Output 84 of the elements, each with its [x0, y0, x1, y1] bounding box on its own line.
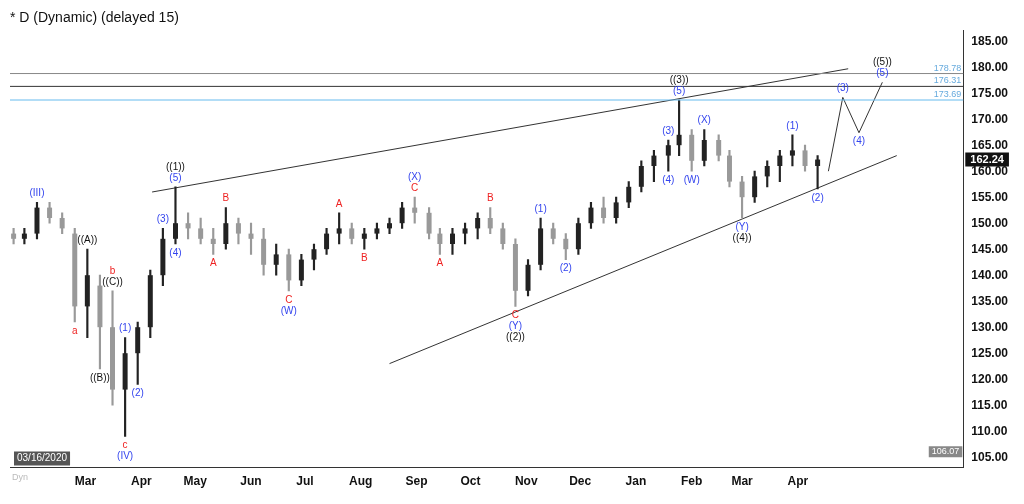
x-tick-label: Aug: [349, 474, 373, 489]
annotation: (III): [29, 187, 45, 199]
candlestick: [387, 217, 393, 234]
annotation: 106.07: [931, 446, 960, 457]
x-tick-label: Oct: [460, 474, 481, 489]
annotation: (W): [683, 173, 700, 185]
annotation: ((5)): [872, 56, 892, 68]
y-tick-label: 110.00: [971, 423, 1008, 438]
annotation: (5): [169, 171, 182, 183]
annotation: 03/16/2020: [17, 452, 68, 464]
annotation: (4): [662, 173, 675, 185]
annotation: 162.24: [970, 152, 1005, 165]
y-tick-label: 105.00: [971, 449, 1009, 464]
annotation: (4): [169, 246, 182, 258]
annotation: A: [436, 257, 444, 269]
annotation: ((C)): [102, 275, 123, 287]
ref-line-label: 173.69: [933, 89, 962, 99]
y-tick-label: 150.00: [971, 215, 1009, 230]
y-tick-label: 135.00: [971, 293, 1009, 308]
annotation: ((1)): [166, 160, 185, 172]
x-tick-label: Mar: [731, 474, 754, 489]
y-tick-label: 165.00: [971, 137, 1009, 152]
annotation: C: [285, 293, 293, 305]
annotation: (Y): [735, 220, 749, 232]
annotation: (2): [559, 262, 572, 274]
annotation: (X): [408, 170, 422, 182]
annotation: ((B)): [89, 371, 110, 383]
annotation: (5): [876, 67, 889, 79]
annotation: (4): [852, 135, 866, 147]
y-tick-label: 125.00: [971, 345, 1009, 360]
annotation: (2): [811, 191, 824, 203]
y-tick-label: 185.00: [971, 33, 1009, 48]
annotation: C: [511, 309, 520, 321]
annotation: A: [335, 197, 343, 209]
annotation: A: [209, 257, 217, 269]
annotation: (1): [119, 322, 132, 334]
ref-line-label: 176.31: [933, 75, 962, 86]
annotation: ((2)): [505, 331, 525, 343]
annotation: (2): [131, 387, 144, 399]
x-tick-label: Mar: [74, 474, 97, 489]
y-tick-label: 180.00: [971, 59, 1009, 74]
annotation: (3): [156, 213, 169, 225]
x-tick-label: Nov: [514, 474, 538, 489]
x-tick-label: Jul: [296, 474, 314, 489]
annotation: B: [222, 192, 230, 204]
x-tick-label: Jan: [625, 474, 647, 489]
y-tick-label: 145.00: [971, 241, 1009, 256]
y-tick-label: 120.00: [971, 371, 1009, 386]
text: Dyn: [12, 472, 29, 483]
annotation: (1): [534, 202, 547, 214]
x-tick-label: Dec: [569, 474, 592, 489]
y-tick-label: 175.00: [971, 85, 1009, 100]
annotation: C: [411, 181, 419, 193]
chart-title: * D (Dynamic) (delayed 15): [10, 9, 179, 26]
annotation: c: [122, 439, 128, 451]
y-tick-label: 160.00: [971, 163, 1009, 178]
annotation: b: [109, 264, 116, 276]
y-tick-label: 170.00: [971, 111, 1009, 126]
y-tick-label: 130.00: [971, 319, 1009, 334]
annotation: B: [361, 251, 368, 263]
annotation: (W): [280, 304, 297, 316]
y-tick-label: 155.00: [971, 189, 1009, 204]
annotation: (Y): [508, 320, 523, 332]
ref-line-label: 178.78: [933, 62, 962, 73]
candlestick: [789, 134, 795, 167]
annotation: (IV): [117, 450, 134, 462]
annotation: ((3)): [669, 73, 689, 85]
annotation: a: [71, 324, 78, 336]
y-tick-label: 140.00: [971, 267, 1009, 282]
annotation: B: [486, 192, 494, 204]
annotation: (X): [697, 114, 711, 126]
annotation: ((A)): [77, 233, 98, 245]
x-tick-label: Jun: [240, 474, 262, 489]
x-tick-label: Apr: [787, 474, 809, 489]
annotation: ((4)): [732, 231, 752, 243]
annotation: (1): [786, 119, 799, 131]
x-tick-label: Sep: [405, 474, 428, 489]
candlestick: [172, 186, 178, 245]
annotation: (3): [662, 124, 675, 136]
y-tick-label: 115.00: [971, 397, 1008, 412]
x-tick-label: Apr: [130, 474, 152, 489]
x-tick-label: Feb: [681, 474, 703, 489]
annotation: (5): [672, 84, 686, 96]
x-tick-label: May: [183, 474, 208, 489]
